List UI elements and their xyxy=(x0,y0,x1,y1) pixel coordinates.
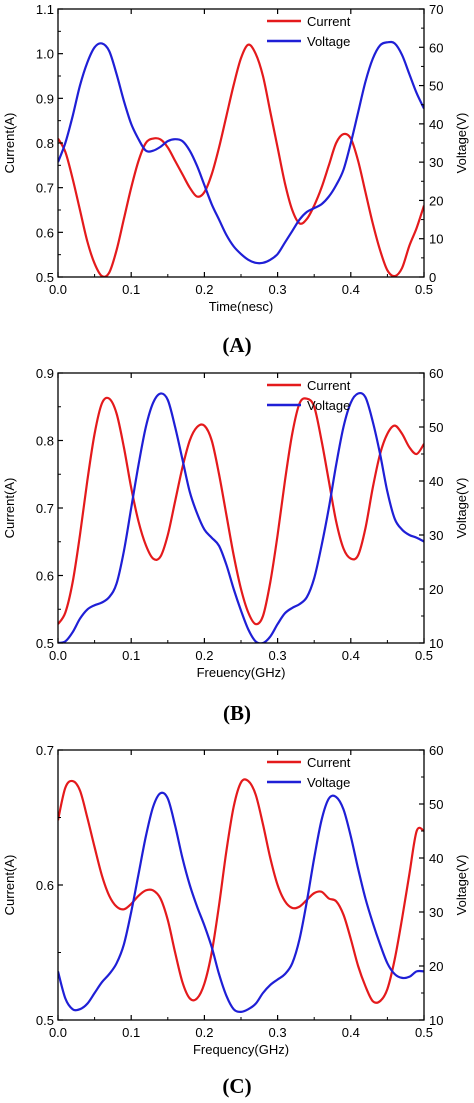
series-line-current xyxy=(58,43,424,277)
panel-label-c: (C) xyxy=(222,1074,251,1098)
legend-label-voltage: Voltage xyxy=(307,398,350,413)
y-right-tick-label: 50 xyxy=(429,797,443,812)
series-line-current xyxy=(58,396,424,626)
y-left-tick-label: 0.9 xyxy=(36,91,54,106)
x-tick-label: 0.0 xyxy=(49,648,67,663)
y-left-axis-title: Current(A) xyxy=(2,855,17,916)
y-right-tick-label: 30 xyxy=(429,155,443,170)
panel-label-b: (B) xyxy=(223,701,251,725)
y-right-tick-label: 20 xyxy=(429,193,443,208)
y-right-tick-label: 10 xyxy=(429,636,443,651)
plot-frame xyxy=(57,8,425,278)
y-right-tick-label: 40 xyxy=(429,117,443,132)
y-right-tick-label: 30 xyxy=(429,905,443,920)
legend-label-current: Current xyxy=(307,14,351,29)
x-tick-label: 0.5 xyxy=(415,282,433,297)
series-line-current xyxy=(58,778,424,1004)
chart-panel-b: 0.0 0.1 0.2 0.3 0.4 0.5 0.5 0.6 0.7 0.8 0.9 10 20 30 4… xyxy=(2,366,469,725)
x-tick-label: 0.2 xyxy=(195,282,213,297)
y-left-tick-label: 0.5 xyxy=(36,636,54,651)
x-axis-title: Freuency(GHz) xyxy=(197,665,286,680)
y-left-tick-label: 0.9 xyxy=(36,366,54,381)
legend-label-voltage: Voltage xyxy=(307,34,350,49)
y-right-axis-title: Voltage(V) xyxy=(454,113,469,174)
y-left-tick-label: 0.5 xyxy=(36,1013,54,1028)
legend-label-current: Current xyxy=(307,378,351,393)
x-tick-label: 0.4 xyxy=(342,1025,360,1040)
x-tick-label: 0.0 xyxy=(49,1025,67,1040)
y-right-tick-label: 60 xyxy=(429,743,443,758)
y-right-tick-label: 60 xyxy=(429,366,443,381)
y-left-tick-label: 0.8 xyxy=(36,136,54,151)
y-right-tick-label: 20 xyxy=(429,959,443,974)
y-right-tick-label: 10 xyxy=(429,232,443,247)
x-tick-label: 0.3 xyxy=(269,648,287,663)
y-left-tick-label: 0.7 xyxy=(36,743,54,758)
y-right-tick-label: 70 xyxy=(429,2,443,17)
plot-frame xyxy=(57,749,425,1021)
y-right-tick-label: 60 xyxy=(429,40,443,55)
y-right-tick-label: 50 xyxy=(429,79,443,94)
x-tick-label: 0.4 xyxy=(342,282,360,297)
y-right-tick-label: 10 xyxy=(429,1013,443,1028)
y-left-tick-label: 0.5 xyxy=(36,270,54,285)
chart-panel-a: 0.0 0.1 0.2 0.3 0.4 0.5 0.5 0.6 0.7 0.8 0.9 1.0 1.1 0… xyxy=(2,2,469,357)
chart-panel-c: 0.0 0.1 0.2 0.3 0.4 0.5 0.5 0.6 0.7 10 20 30 40 50 60 F… xyxy=(2,743,469,1098)
y-right-tick-label: 20 xyxy=(429,582,443,597)
x-tick-label: 0.1 xyxy=(122,1025,140,1040)
y-left-tick-label: 0.7 xyxy=(36,501,54,516)
series-line-voltage xyxy=(58,391,424,643)
y-left-tick-label: 0.6 xyxy=(36,878,54,893)
legend-label-voltage: Voltage xyxy=(307,775,350,790)
y-right-tick-label: 40 xyxy=(429,851,443,866)
y-left-axis-title: Current(A) xyxy=(2,113,17,174)
x-tick-label: 0.4 xyxy=(342,648,360,663)
x-tick-label: 0.3 xyxy=(269,282,287,297)
x-axis-title: Time(nesc) xyxy=(209,299,274,314)
y-left-tick-label: 0.6 xyxy=(36,225,54,240)
x-tick-label: 0.1 xyxy=(122,282,140,297)
y-right-axis-title: Voltage(V) xyxy=(454,478,469,539)
x-axis-title: Frequency(GHz) xyxy=(193,1042,289,1057)
y-left-axis-title: Current(A) xyxy=(2,478,17,539)
x-tick-label: 0.2 xyxy=(195,648,213,663)
x-tick-label: 0.0 xyxy=(49,282,67,297)
y-left-tick-label: 0.7 xyxy=(36,181,54,196)
y-left-tick-label: 0.6 xyxy=(36,569,54,584)
x-tick-label: 0.5 xyxy=(415,648,433,663)
x-tick-label: 0.2 xyxy=(195,1025,213,1040)
y-right-tick-label: 0 xyxy=(429,270,436,285)
y-right-axis-title: Voltage(V) xyxy=(454,855,469,916)
y-left-tick-label: 1.0 xyxy=(36,47,54,62)
series-line-voltage xyxy=(58,791,424,1014)
x-tick-label: 0.1 xyxy=(122,648,140,663)
x-tick-label: 0.3 xyxy=(269,1025,287,1040)
series-line-voltage xyxy=(58,40,424,265)
panel-label-a: (A) xyxy=(222,333,251,357)
x-tick-label: 0.5 xyxy=(415,1025,433,1040)
y-right-tick-label: 50 xyxy=(429,420,443,435)
legend-label-current: Current xyxy=(307,755,351,770)
y-right-tick-label: 30 xyxy=(429,528,443,543)
y-left-tick-label: 1.1 xyxy=(36,2,54,17)
y-left-tick-label: 0.8 xyxy=(36,434,54,449)
y-right-tick-label: 40 xyxy=(429,474,443,489)
